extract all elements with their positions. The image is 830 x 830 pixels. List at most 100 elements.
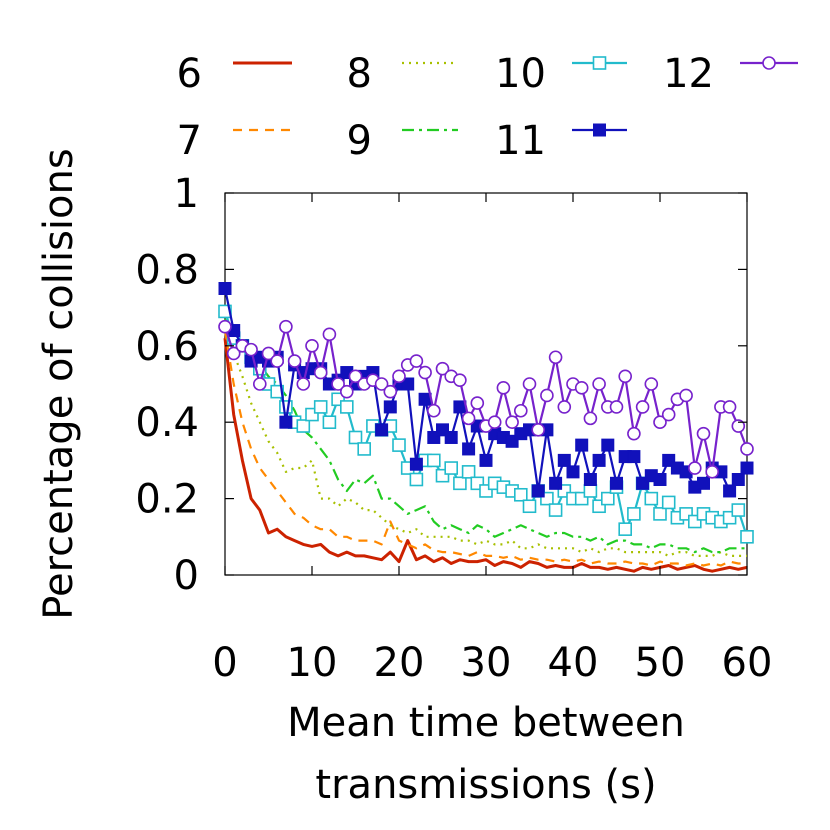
data-point [244,342,258,357]
legend-label: 8 [347,51,372,97]
data-point [723,484,737,498]
legend: 6 7 8 9 10 11 12 [177,51,798,164]
data-point [461,411,476,426]
data-point [548,503,563,517]
data-point [731,419,746,433]
data-point [696,426,711,441]
data-point [557,400,572,414]
y-axis-label: Percentage of collisions [36,148,82,619]
data-point [435,361,450,376]
data-point [426,403,441,418]
data-point [357,442,372,456]
legend-label: 9 [347,118,372,164]
data-point [496,381,511,395]
data-point [687,461,702,475]
data-point [610,476,623,490]
legend-label: 12 [663,51,714,97]
data-point [252,377,267,391]
legend-label: 6 [177,51,202,97]
data-point [348,430,363,445]
data-point [592,56,607,70]
data-point [618,369,633,384]
data-point [697,476,710,490]
data-point [487,415,502,430]
series-line [223,322,747,558]
data-point [575,438,589,452]
data-point [505,415,519,430]
data-point [218,282,232,295]
data-point [557,453,571,467]
data-point [627,426,641,441]
data-point [593,123,606,137]
data-point [270,384,285,399]
x-axis-label-line-1: Mean time between [287,700,685,746]
data-point [453,476,467,491]
legend-label: 11 [495,118,546,164]
data-point [592,453,606,467]
legend-label: 10 [495,51,546,97]
data-point [461,465,476,479]
data-point [348,369,363,384]
data-point [322,415,337,430]
legend-entry-7: 7 [177,118,292,164]
data-point [218,304,232,319]
y-tick-label: 1 [174,171,199,217]
plot-area: 0 10 20 30 40 50 60 0 0.2 0.4 0.6 0.8 1 [135,171,772,686]
data-point [644,377,659,391]
data-point [705,465,720,479]
data-point [679,388,693,403]
legend-entry-6: 6 [177,51,292,97]
data-point [392,438,406,452]
data-point [740,461,754,475]
x-tick-label: 0 [212,640,237,686]
series-9 [223,318,747,554]
data-point [740,529,754,544]
data-point [375,423,389,437]
data-point [592,377,606,391]
series-line [223,330,747,567]
legend-entry-11: 11 [495,118,627,164]
data-point [462,442,476,456]
series-line [223,325,749,473]
legend-entry-12: 12 [663,51,798,97]
data-point [331,377,345,391]
data-point [322,327,337,342]
x-tick-label: 60 [722,640,773,686]
data-point [653,473,667,486]
series-8 [223,322,747,558]
data-point [296,419,311,433]
data-point [305,338,319,353]
data-point [731,473,745,486]
data-point [653,415,667,430]
data-point [531,423,546,437]
data-point [618,522,633,536]
ticks-layer: 0 10 20 30 40 50 60 0 0.2 0.4 0.6 0.8 1 [135,171,772,686]
y-tick-label: 0.8 [135,247,199,293]
x-tick-label: 30 [461,640,512,686]
x-axis-label-line-2: transmissions (s) [315,762,656,808]
data-point [270,354,285,368]
data-point [566,465,580,479]
data-point [549,476,563,490]
series-11 [218,282,754,498]
series-line [223,318,747,554]
data-point [470,396,485,410]
data-point [644,491,659,506]
y-tick-label: 0.4 [135,400,199,446]
data-point [296,377,311,391]
data-point [762,56,776,70]
data-point [522,499,537,514]
data-point [453,373,467,387]
legend-label: 7 [177,118,202,164]
data-point [409,457,423,471]
data-point [661,495,676,510]
data-point [531,484,545,498]
data-point [513,487,528,502]
data-point [279,319,293,334]
data-point [426,453,441,468]
data-point [218,319,232,334]
data-point [339,400,354,414]
data-point [635,400,650,414]
x-tick-label: 50 [635,640,686,686]
y-tick-label: 0.6 [135,324,199,370]
